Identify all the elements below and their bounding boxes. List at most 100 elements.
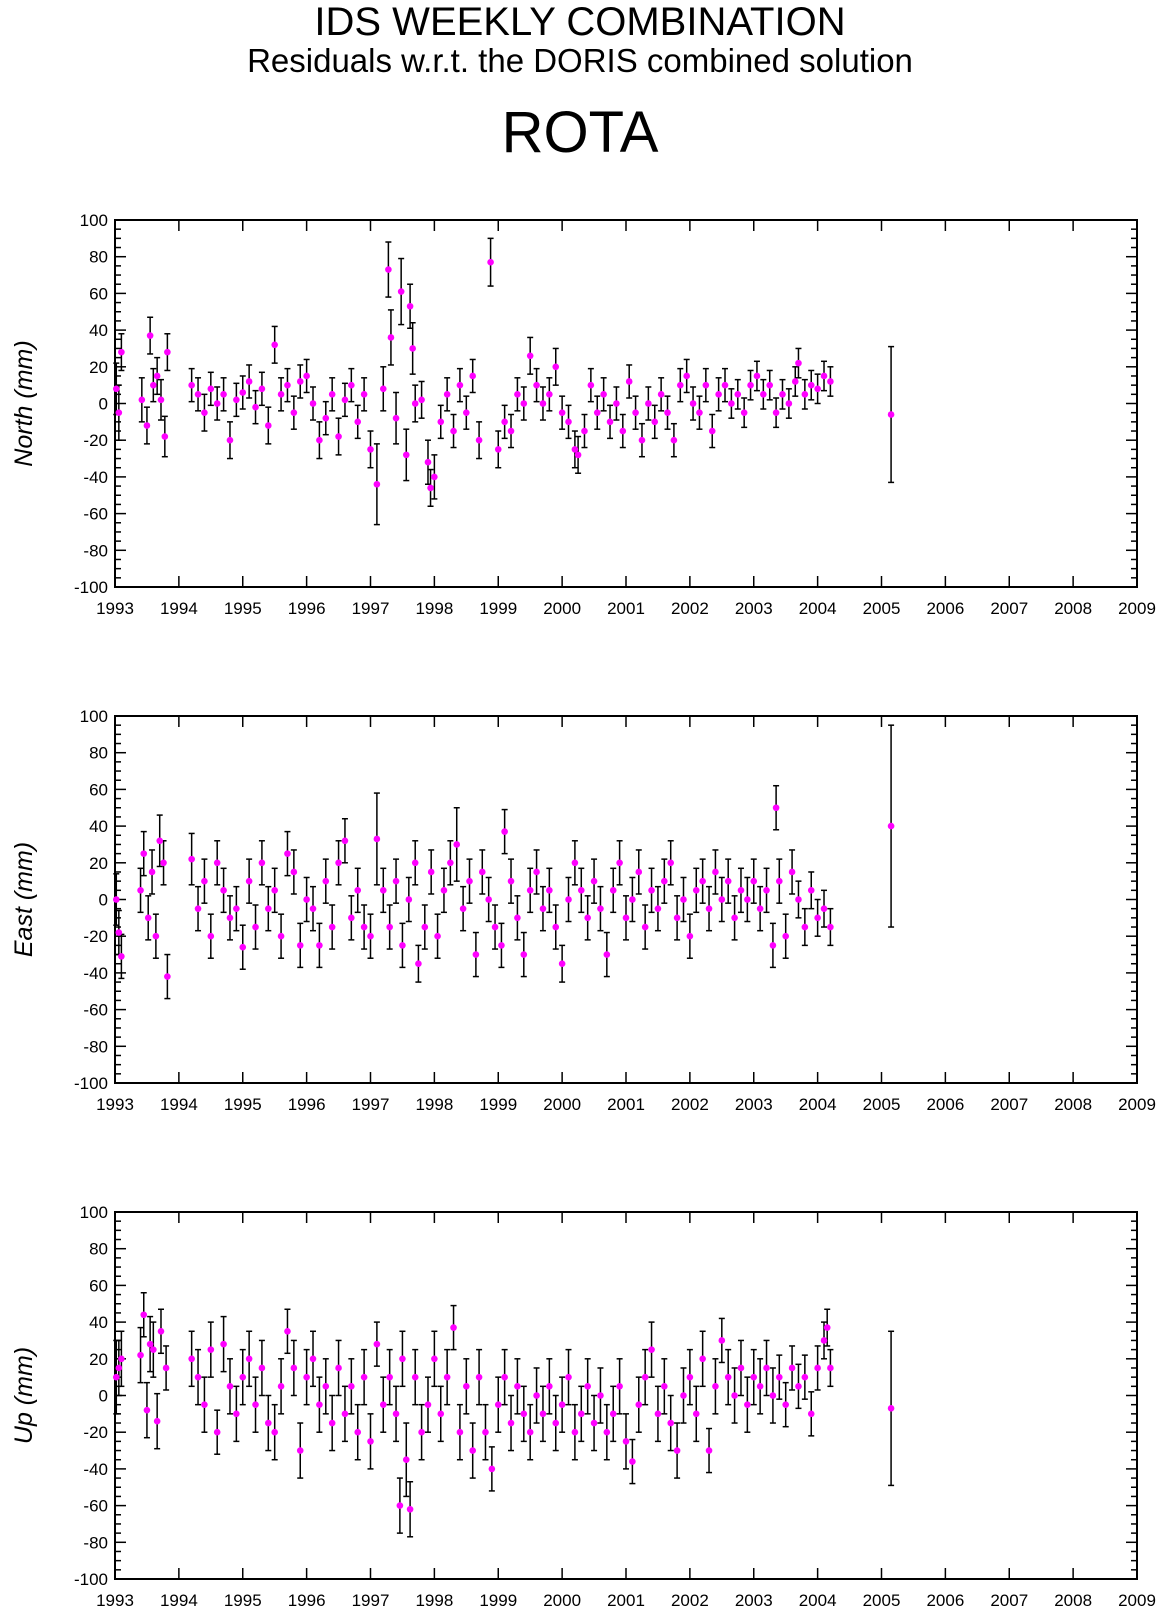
- data-point: [482, 1428, 489, 1436]
- data-point: [226, 914, 234, 922]
- data-point: [316, 436, 323, 444]
- data-point: [188, 381, 195, 389]
- x-tick-label: 2006: [926, 1095, 964, 1114]
- data-point: [520, 951, 528, 958]
- x-tick-label: 2002: [671, 599, 709, 618]
- data-point: [603, 1428, 611, 1436]
- data-point: [801, 1373, 809, 1381]
- data-point: [220, 1340, 227, 1348]
- data-point: [507, 1419, 515, 1427]
- data-point: [801, 923, 809, 931]
- data-point: [494, 1401, 502, 1408]
- y-tick-label: -20: [83, 431, 108, 450]
- plot-frame: [114, 219, 1138, 588]
- data-point: [322, 1383, 330, 1390]
- data-point: [309, 1355, 317, 1363]
- x-tick-label: 2007: [990, 599, 1028, 618]
- data-point: [201, 1401, 208, 1408]
- data-points: [112, 804, 895, 980]
- data-point: [411, 400, 419, 407]
- y-tick-label: -40: [83, 468, 108, 487]
- y-tick-label: -20: [83, 927, 108, 946]
- data-point: [638, 436, 646, 444]
- data-point: [823, 1324, 831, 1331]
- data-point: [795, 359, 802, 367]
- data-point: [201, 409, 208, 416]
- data-point: [367, 446, 374, 453]
- data-point: [341, 1410, 349, 1418]
- data-point: [654, 905, 662, 912]
- data-point: [385, 266, 392, 273]
- data-point: [756, 905, 764, 912]
- data-point: [546, 887, 553, 894]
- data-point: [680, 896, 687, 903]
- data-point: [424, 458, 432, 466]
- data-point: [392, 877, 400, 885]
- data-point: [335, 859, 342, 867]
- y-tick-label: -40: [83, 1460, 108, 1479]
- data-point: [418, 1428, 425, 1436]
- data-point: [769, 1392, 777, 1399]
- y-tick-label: -80: [83, 1037, 108, 1056]
- y-tick-label: -60: [83, 505, 108, 524]
- data-point: [373, 480, 381, 488]
- data-point: [590, 877, 598, 885]
- data-point: [587, 381, 595, 389]
- data-point: [712, 1383, 719, 1390]
- x-tick-label: 2007: [990, 1591, 1028, 1610]
- x-tick-label: 2005: [863, 599, 901, 618]
- data-point: [447, 859, 454, 867]
- x-tick-label: 1998: [415, 1095, 453, 1114]
- data-point: [565, 1373, 572, 1381]
- data-point: [625, 378, 633, 385]
- data-point: [731, 914, 738, 922]
- x-tick-label: 1997: [352, 1591, 390, 1610]
- x-tick-label: 2007: [990, 1095, 1028, 1114]
- data-point: [265, 905, 272, 912]
- data-point: [201, 877, 208, 885]
- data-point: [392, 414, 400, 422]
- data-point: [360, 923, 368, 931]
- data-point: [708, 427, 716, 435]
- data-point: [466, 877, 473, 885]
- y-tick-label: 20: [89, 358, 108, 377]
- data-point: [164, 348, 171, 356]
- data-point: [776, 1373, 783, 1381]
- y-tick-label: 80: [89, 1240, 108, 1259]
- data-point: [265, 1419, 272, 1427]
- x-tick-label: 1999: [479, 1591, 517, 1610]
- data-point: [265, 422, 272, 429]
- y-tick-label: 20: [89, 854, 108, 873]
- x-tick-label: 2009: [1118, 599, 1156, 618]
- data-point: [827, 378, 834, 385]
- data-point: [258, 385, 266, 393]
- data-point: [161, 433, 169, 440]
- data-point: [233, 905, 240, 912]
- data-point: [683, 372, 690, 380]
- data-point: [239, 1373, 247, 1381]
- data-point: [367, 1438, 374, 1445]
- data-point: [348, 381, 355, 389]
- x-tick-label: 1998: [415, 1591, 453, 1610]
- data-point: [558, 1401, 566, 1408]
- x-tick-label: 1994: [160, 1591, 198, 1610]
- data-point: [277, 391, 285, 398]
- data-point: [153, 372, 161, 380]
- data-point: [785, 400, 793, 407]
- data-point: [379, 385, 387, 393]
- data-point: [354, 887, 362, 894]
- data-point: [593, 409, 601, 416]
- data-point: [795, 896, 802, 903]
- data-point: [887, 822, 895, 830]
- data-point: [676, 381, 684, 389]
- data-point: [514, 1383, 521, 1390]
- data-point: [609, 887, 617, 894]
- x-tick-label: 2000: [543, 599, 581, 618]
- data-point: [724, 877, 732, 885]
- data-point: [820, 372, 828, 380]
- data-point: [143, 422, 151, 429]
- data-point: [409, 345, 416, 352]
- data-point: [328, 923, 336, 931]
- data-point: [648, 887, 655, 894]
- data-point: [520, 400, 528, 407]
